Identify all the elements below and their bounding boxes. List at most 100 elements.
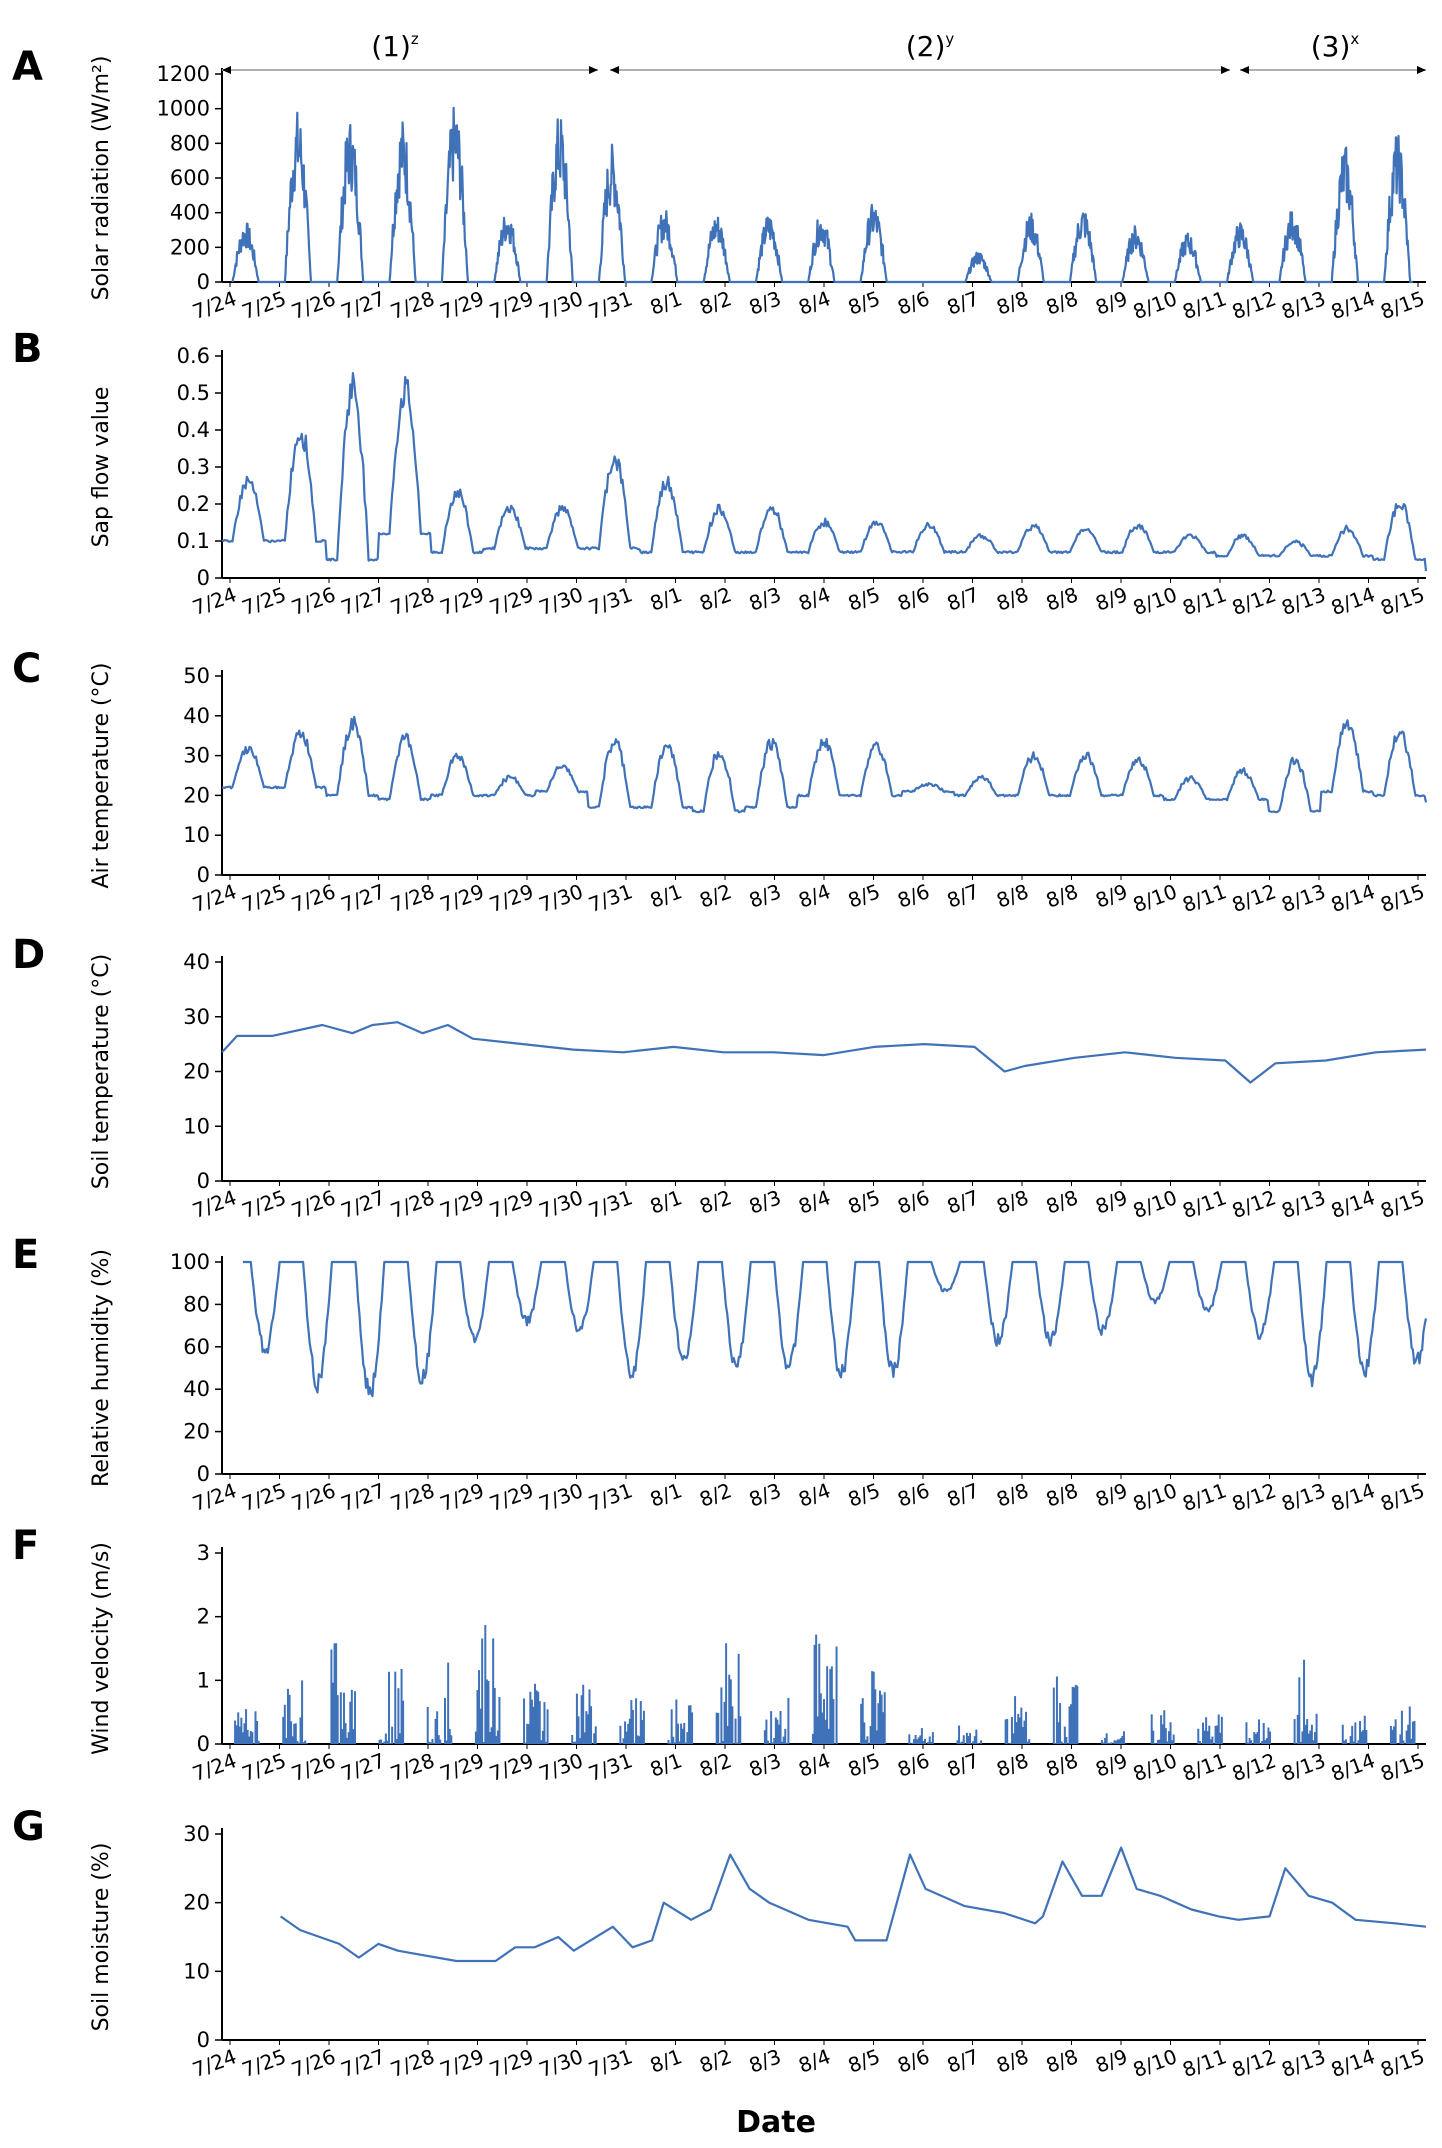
x-tick-label: 8/7 (944, 582, 982, 616)
period-2-arrowhead-left (610, 66, 619, 74)
x-tick-label: 8/4 (795, 1748, 833, 1782)
x-tick-label: 8/6 (894, 582, 932, 616)
x-tick-label: 7/28 (387, 1478, 437, 1516)
x-tick-label: 7/27 (338, 286, 388, 324)
y-axis-label: Relative humidity (%) (89, 1249, 114, 1487)
x-tick-label: 8/3 (746, 1748, 784, 1782)
panel-tag: G (12, 1804, 45, 1850)
period-3-sup: x (1350, 30, 1359, 48)
x-tick-label: 7/25 (239, 286, 289, 324)
period-2-label: (2) (906, 30, 946, 63)
x-tick-label: 8/14 (1328, 582, 1378, 620)
y-tick-label: 0 (197, 863, 210, 887)
x-tick-label: 7/29 (486, 1478, 536, 1516)
x-tick-label: 7/26 (288, 1185, 338, 1223)
x-tick-label: 7/26 (288, 1748, 338, 1786)
x-tick-label: 8/15 (1377, 879, 1427, 917)
y-tick-label: 60 (183, 1335, 210, 1359)
x-tick-label: 7/27 (338, 1185, 388, 1223)
x-tick-label: 8/14 (1328, 1748, 1378, 1786)
x-tick-label: 7/29 (437, 582, 487, 620)
x-tick-label: 7/25 (239, 1185, 289, 1223)
x-tick-label: 7/26 (288, 879, 338, 917)
x-tick-label: 7/25 (239, 1478, 289, 1516)
series-line (221, 372, 1428, 572)
y-tick-label: 80 (183, 1292, 210, 1316)
x-tick-label: 8/15 (1377, 1185, 1427, 1223)
x-tick-label: 7/29 (486, 879, 536, 917)
x-tick-label: 8/3 (746, 1478, 784, 1512)
x-tick-label: 7/29 (437, 1748, 487, 1786)
x-tick-label: 7/28 (387, 2044, 437, 2082)
y-tick-label: 400 (170, 201, 210, 225)
y-axis-label: Sap flow value (89, 387, 114, 548)
x-tick-label: 7/29 (437, 1185, 487, 1223)
x-tick-label: 7/25 (239, 879, 289, 917)
x-tick-label: 8/1 (647, 1748, 685, 1782)
x-tick-label: 8/10 (1130, 1185, 1180, 1223)
x-tick-label: 8/5 (845, 1748, 883, 1782)
y-tick-label: 30 (183, 744, 210, 768)
panel-tag: A (12, 44, 43, 90)
x-tick-label: 7/28 (387, 879, 437, 917)
x-tick-label: 8/4 (795, 286, 833, 320)
x-tick-label: 8/3 (746, 582, 784, 616)
x-tick-label: 7/25 (239, 1748, 289, 1786)
y-tick-label: 0.2 (177, 492, 210, 516)
y-tick-label: 0 (197, 270, 210, 294)
y-tick-label: 20 (183, 783, 210, 807)
y-tick-label: 20 (183, 1420, 210, 1444)
x-tick-label: 8/11 (1179, 1185, 1229, 1223)
x-tick-label: 8/15 (1377, 1748, 1427, 1786)
x-tick-label: 8/8 (993, 286, 1031, 320)
x-tick-label: 7/31 (585, 1478, 635, 1516)
x-tick-label: 8/2 (696, 2044, 734, 2078)
x-tick-label: 8/15 (1377, 582, 1427, 620)
series-line (221, 1021, 1427, 1084)
x-tick-label: 7/28 (387, 1748, 437, 1786)
x-tick-label: 8/14 (1328, 879, 1378, 917)
x-tick-label: 8/7 (944, 1478, 982, 1512)
x-tick-label: 7/31 (585, 1748, 635, 1786)
x-tick-label: 8/15 (1377, 286, 1427, 324)
panel-tag: F (12, 1523, 39, 1569)
series-line (231, 106, 1413, 284)
y-axis-label: Wind velocity (m/s) (89, 1542, 114, 1755)
x-tick-label: 8/4 (795, 1185, 833, 1219)
x-tick-label: 7/26 (288, 286, 338, 324)
x-tick-label: 8/12 (1229, 286, 1279, 324)
x-tick-label: 7/26 (288, 1478, 338, 1516)
x-tick-label: 7/31 (585, 2044, 635, 2082)
x-tick-label: 8/12 (1229, 2044, 1279, 2082)
x-tick-label: 8/9 (1092, 286, 1130, 320)
x-tick-label: 7/29 (486, 1185, 536, 1223)
y-tick-label: 200 (170, 235, 210, 259)
x-tick-label: 8/9 (1092, 582, 1130, 616)
period-1-arrowhead-left (222, 66, 231, 74)
period-1-label: (1) (371, 30, 411, 63)
x-tick-label: 8/10 (1130, 1748, 1180, 1786)
x-tick-label: 8/7 (944, 1185, 982, 1219)
x-tick-label: 8/11 (1179, 582, 1229, 620)
x-tick-label: 8/4 (795, 879, 833, 913)
x-tick-label: 8/10 (1130, 286, 1180, 324)
y-tick-label: 0.6 (177, 344, 210, 368)
x-tick-label: 8/1 (647, 1185, 685, 1219)
panel-tag: E (12, 1232, 39, 1278)
y-tick-label: 20 (183, 1891, 210, 1915)
panel-tag: C (12, 646, 41, 692)
x-tick-label: 8/14 (1328, 1185, 1378, 1223)
x-tick-label: 8/12 (1229, 879, 1279, 917)
x-tick-label: 8/8 (1043, 1478, 1081, 1512)
x-tick-label: 7/31 (585, 1185, 635, 1223)
x-tick-label: 8/2 (696, 879, 734, 913)
x-tick-label: 8/14 (1328, 2044, 1378, 2082)
x-tick-label: 8/11 (1179, 879, 1229, 917)
x-tick-label: 7/30 (536, 879, 586, 917)
x-tick-label: 7/29 (437, 1478, 487, 1516)
x-tick-label: 8/8 (1043, 582, 1081, 616)
period-3-arrowhead-left (1240, 66, 1249, 74)
x-tick-label: 7/29 (486, 2044, 536, 2082)
y-tick-label: 30 (183, 1822, 210, 1846)
